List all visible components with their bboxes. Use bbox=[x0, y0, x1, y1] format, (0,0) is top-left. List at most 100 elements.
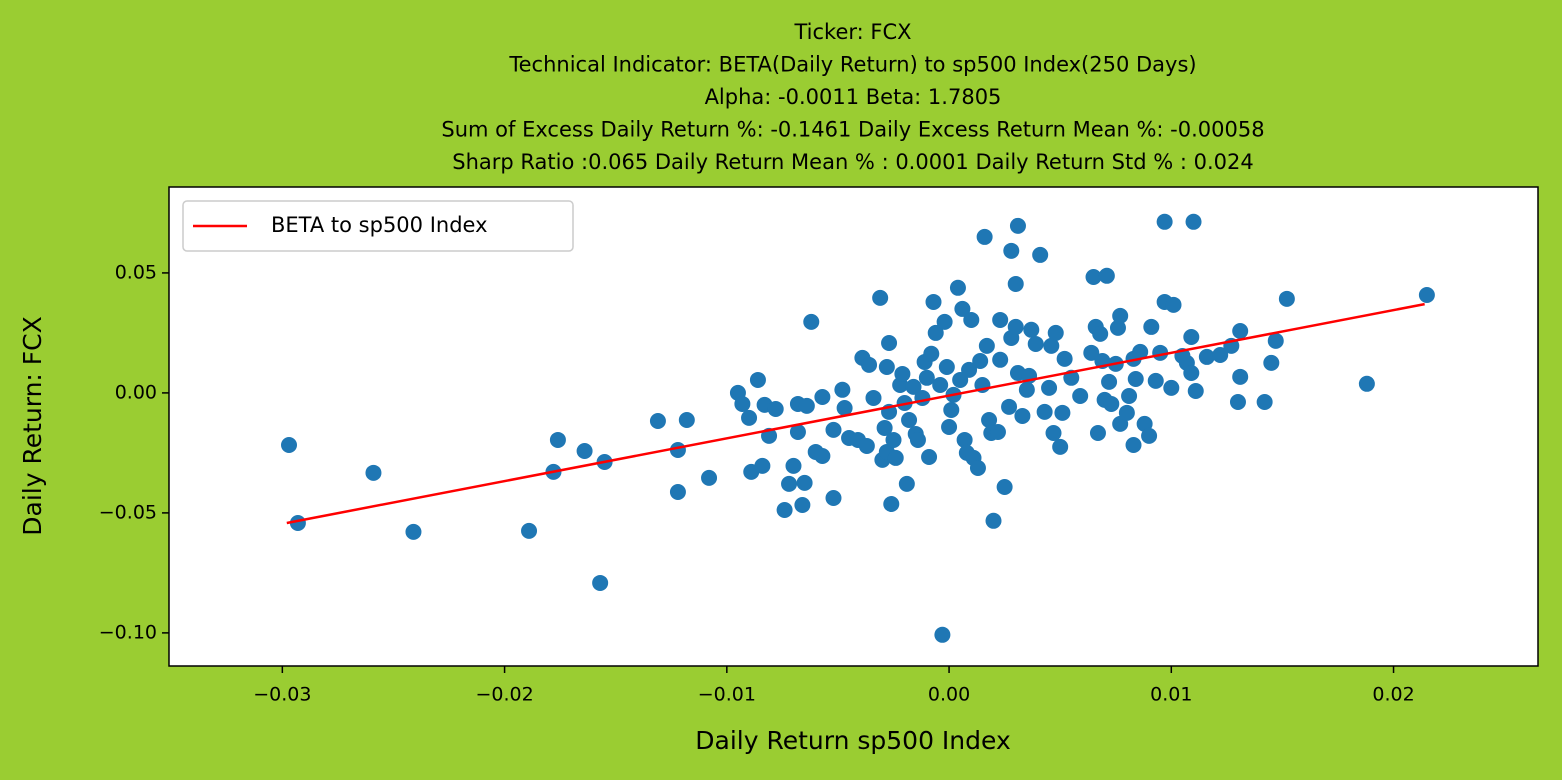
point bbox=[1083, 344, 1100, 361]
point bbox=[1125, 436, 1142, 453]
point bbox=[1103, 395, 1120, 412]
x-tick-label: −0.01 bbox=[698, 684, 756, 706]
point bbox=[878, 358, 895, 375]
point bbox=[981, 412, 998, 429]
point bbox=[1092, 325, 1109, 342]
point bbox=[834, 381, 851, 398]
point bbox=[923, 345, 940, 362]
legend-box bbox=[182, 200, 574, 252]
point bbox=[1278, 290, 1295, 307]
point bbox=[1418, 286, 1435, 303]
point bbox=[576, 442, 593, 459]
point bbox=[954, 300, 971, 317]
point bbox=[972, 352, 989, 369]
point bbox=[1089, 424, 1106, 441]
point bbox=[781, 475, 798, 492]
point bbox=[405, 523, 422, 540]
point bbox=[1156, 213, 1173, 230]
point bbox=[861, 356, 878, 373]
point bbox=[1232, 368, 1249, 385]
point bbox=[1003, 242, 1020, 259]
point bbox=[836, 400, 853, 417]
point bbox=[1007, 275, 1024, 292]
point bbox=[1009, 217, 1026, 234]
point bbox=[925, 293, 942, 310]
point bbox=[918, 369, 935, 386]
point bbox=[1043, 337, 1060, 354]
point bbox=[1136, 415, 1153, 432]
chart-title: Sharp Ratio :0.065 Daily Return Mean % :… bbox=[452, 150, 1253, 174]
point bbox=[976, 228, 993, 245]
point bbox=[909, 431, 926, 448]
point bbox=[1263, 354, 1280, 371]
point bbox=[1047, 324, 1064, 341]
point bbox=[1118, 404, 1135, 421]
point bbox=[1185, 213, 1202, 230]
point bbox=[785, 457, 802, 474]
point bbox=[1027, 335, 1044, 352]
point bbox=[649, 412, 666, 429]
points bbox=[281, 213, 1435, 643]
point bbox=[963, 311, 980, 328]
point bbox=[936, 313, 953, 330]
point bbox=[814, 448, 831, 465]
point bbox=[1229, 394, 1246, 411]
chart-title: Ticker: FCX bbox=[793, 20, 911, 44]
point bbox=[549, 431, 566, 448]
plot-frame bbox=[168, 186, 1539, 667]
point bbox=[1007, 318, 1024, 335]
point bbox=[825, 490, 842, 507]
point bbox=[796, 474, 813, 491]
x-tick-label: −0.02 bbox=[475, 684, 533, 706]
point bbox=[1018, 381, 1035, 398]
point bbox=[1072, 388, 1089, 405]
plot-area bbox=[169, 187, 1538, 666]
x-tick-label: 0.00 bbox=[928, 684, 970, 706]
point bbox=[969, 460, 986, 477]
point bbox=[776, 502, 793, 519]
point bbox=[1132, 343, 1149, 360]
point bbox=[592, 574, 609, 591]
point bbox=[941, 418, 958, 435]
point bbox=[741, 409, 758, 426]
point bbox=[1001, 398, 1018, 415]
point bbox=[1147, 372, 1164, 389]
point bbox=[1141, 427, 1158, 444]
y-tick-label: −0.10 bbox=[99, 621, 157, 643]
point bbox=[1112, 307, 1129, 324]
point bbox=[281, 436, 298, 453]
point bbox=[669, 484, 686, 501]
point bbox=[901, 412, 918, 429]
point bbox=[1045, 424, 1062, 441]
point bbox=[749, 371, 766, 388]
point bbox=[885, 431, 902, 448]
point bbox=[894, 365, 911, 382]
point bbox=[956, 431, 973, 448]
point bbox=[1041, 379, 1058, 396]
point bbox=[1232, 322, 1249, 339]
point bbox=[938, 358, 955, 375]
point bbox=[1267, 332, 1284, 349]
point bbox=[1183, 328, 1200, 345]
legend-label: BETA to sp500 Index bbox=[271, 213, 488, 237]
point bbox=[1054, 404, 1071, 421]
point bbox=[1187, 382, 1204, 399]
point bbox=[961, 361, 978, 378]
point bbox=[1358, 375, 1375, 392]
point bbox=[872, 289, 889, 306]
point bbox=[1052, 438, 1069, 455]
point bbox=[898, 475, 915, 492]
regression-line bbox=[286, 302, 1425, 525]
point bbox=[932, 376, 949, 393]
point bbox=[914, 389, 931, 406]
point bbox=[949, 279, 966, 296]
point bbox=[883, 496, 900, 513]
point bbox=[754, 457, 771, 474]
point bbox=[876, 419, 893, 436]
chart-title: Technical Indicator: BETA(Daily Return) … bbox=[508, 53, 1196, 77]
point bbox=[1256, 394, 1273, 411]
y-tick-label: 0.00 bbox=[115, 381, 157, 403]
point bbox=[1014, 407, 1031, 424]
point bbox=[943, 401, 960, 418]
